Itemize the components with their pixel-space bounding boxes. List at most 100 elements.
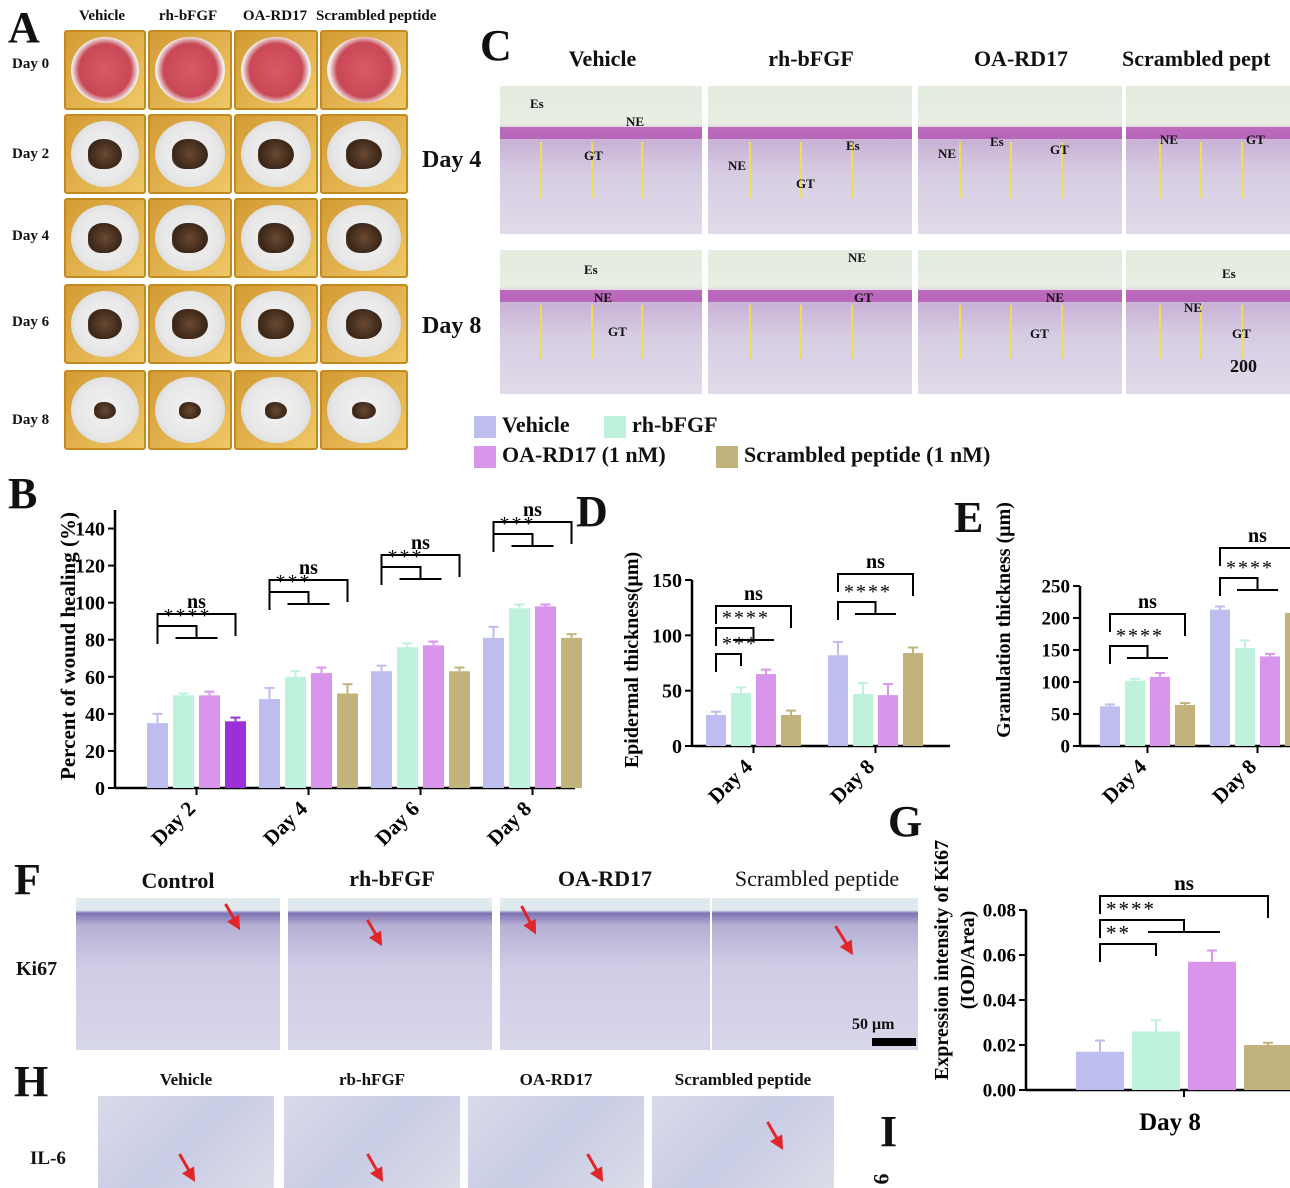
bar-rh-bfgf bbox=[1132, 1031, 1180, 1090]
legend-swatch-scrambled bbox=[716, 445, 738, 468]
panel-a-row-day8: Day 8 bbox=[12, 412, 50, 428]
legend-item-rhbfgf: rh-bFGF bbox=[604, 412, 718, 438]
bar-oa-rd17-1-nm- bbox=[1188, 961, 1236, 1090]
red-arrow-icon bbox=[178, 1153, 195, 1179]
y-tick-label: 0 bbox=[95, 778, 105, 800]
legend-swatch-oard17 bbox=[474, 445, 496, 468]
panel-a-row-day4: Day 4 bbox=[12, 228, 50, 244]
y-tick-label: 100 bbox=[75, 593, 105, 615]
histology-section: Es NE GT bbox=[1126, 250, 1290, 394]
significance-label: ns bbox=[411, 532, 430, 554]
bar-vehicle bbox=[147, 723, 168, 788]
y-tick-label: 150 bbox=[1042, 641, 1071, 662]
histology-label: NE bbox=[848, 250, 867, 265]
bar-vehicle bbox=[706, 715, 726, 746]
wound-photo bbox=[234, 198, 318, 278]
panel-f-col-rhbfgf: rh-bFGF bbox=[349, 866, 435, 891]
histology-label: GT bbox=[854, 290, 873, 305]
panel-c-row-day4: Day 4 bbox=[422, 147, 482, 173]
bar-oa-rd17-1-nm- bbox=[535, 606, 556, 788]
bar-oa-rd17-1-nm- bbox=[199, 695, 220, 788]
bar-rh-bfgf bbox=[285, 676, 306, 788]
wound-photo bbox=[148, 198, 232, 278]
legend-item-vehicle: Vehicle bbox=[474, 412, 570, 438]
histology-section: NE GT bbox=[1126, 86, 1290, 234]
bar-vehicle bbox=[1210, 609, 1230, 746]
significance-label: *** bbox=[500, 513, 536, 535]
significance-label: ns bbox=[187, 591, 206, 613]
x-tick-label: Day 2 bbox=[146, 797, 200, 851]
wound-photo bbox=[320, 114, 408, 194]
panel-a-col-oard17: OA-RD17 bbox=[242, 8, 308, 24]
panel-f-col-scrambled: Scrambled peptide bbox=[734, 866, 900, 891]
legend-label-oard17: OA-RD17 (1 nM) bbox=[502, 442, 666, 467]
wound-photo bbox=[148, 284, 232, 364]
histology-label: GT bbox=[1232, 326, 1251, 341]
y-tick-label: 0.00 bbox=[983, 1081, 1016, 1102]
x-tick-label: Day 4 bbox=[258, 796, 312, 850]
panel-f-col-oard17: OA-RD17 bbox=[557, 866, 653, 891]
panel-label-b: B bbox=[8, 469, 38, 518]
legend-item-oard17: OA-RD17 (1 nM) bbox=[474, 442, 666, 468]
significance-label: *** bbox=[722, 633, 758, 655]
y-tick-label: 100 bbox=[652, 625, 682, 647]
histology-label: Es bbox=[1222, 266, 1236, 281]
y-tick-label: 120 bbox=[75, 556, 105, 578]
red-arrow-icon bbox=[586, 1153, 603, 1179]
bar-scrambled-peptide-1-nm- bbox=[225, 721, 246, 788]
red-arrow-icon bbox=[834, 925, 853, 953]
bar-scrambled-peptide-1-nm- bbox=[1175, 705, 1195, 746]
histology-label: NE bbox=[728, 158, 747, 173]
significance-bracket bbox=[1099, 919, 1185, 938]
legend-swatch-rhbfgf bbox=[604, 415, 626, 438]
red-arrow-icon bbox=[366, 919, 382, 944]
ihc-ki67-scrambled: 50 μm bbox=[712, 898, 918, 1050]
legend-label-scrambled: Scrambled peptide (1 nM) bbox=[744, 442, 991, 467]
significance-bracket bbox=[1219, 547, 1290, 566]
red-arrow-icon bbox=[224, 903, 240, 928]
bar-scrambled-peptide-1-nm- bbox=[1285, 612, 1290, 746]
significance-bracket bbox=[492, 521, 573, 544]
significance-bracket bbox=[1109, 645, 1149, 664]
panel-label-a: A bbox=[8, 3, 40, 52]
bar-rh-bfgf bbox=[731, 692, 751, 746]
histology-label: GT bbox=[1246, 132, 1265, 147]
bar-scrambled-peptide-1-nm- bbox=[337, 693, 358, 788]
histology-label: NE bbox=[1046, 290, 1065, 305]
y-tick-label: 0.08 bbox=[983, 901, 1016, 922]
panel-a-row-day2: Day 2 bbox=[12, 146, 50, 162]
wound-photo bbox=[234, 30, 318, 110]
bar-rh-bfgf bbox=[397, 647, 418, 788]
legend-label-rhbfgf: rh-bFGF bbox=[632, 412, 718, 437]
y-tick-label: 0 bbox=[1061, 737, 1071, 758]
significance-label: ns bbox=[744, 583, 763, 605]
panel-c-scale-bar-label: 200 bbox=[1230, 356, 1257, 376]
legend-item-scrambled: Scrambled peptide (1 nM) bbox=[716, 442, 990, 468]
bar-oa-rd17-1-nm- bbox=[1150, 676, 1170, 746]
significance-label: **** bbox=[844, 581, 892, 603]
wound-photo bbox=[320, 370, 408, 450]
histology-label: GT bbox=[584, 148, 603, 163]
x-tick-label: Day 8 bbox=[825, 755, 879, 809]
significance-label: **** bbox=[164, 605, 212, 627]
panel-label-e: E bbox=[954, 493, 984, 542]
significance-bracket bbox=[156, 613, 237, 636]
panel-a-col-scrambled: Scrambled peptide bbox=[316, 8, 437, 24]
significance-label: ns bbox=[1248, 525, 1267, 547]
panel-label-h: H bbox=[14, 1057, 49, 1106]
wound-photo bbox=[148, 114, 232, 194]
panel-c-col-scrambled: Scrambled pept bbox=[1122, 46, 1271, 71]
y-tick-label: 50 bbox=[1051, 705, 1070, 726]
significance-label: ns bbox=[299, 557, 318, 579]
significance-bracket bbox=[268, 591, 310, 610]
bar-vehicle bbox=[1076, 1051, 1124, 1090]
bar-scrambled-peptide-1-nm- bbox=[561, 637, 582, 788]
significance-bracket bbox=[1099, 943, 1157, 962]
wound-photo bbox=[234, 284, 318, 364]
significance-bracket bbox=[837, 601, 877, 620]
y-axis-label: Expression intensity of Ki67 (IOD/Area) bbox=[931, 840, 979, 1080]
red-arrow-icon bbox=[520, 905, 536, 932]
significance-label: **** bbox=[1106, 897, 1156, 921]
